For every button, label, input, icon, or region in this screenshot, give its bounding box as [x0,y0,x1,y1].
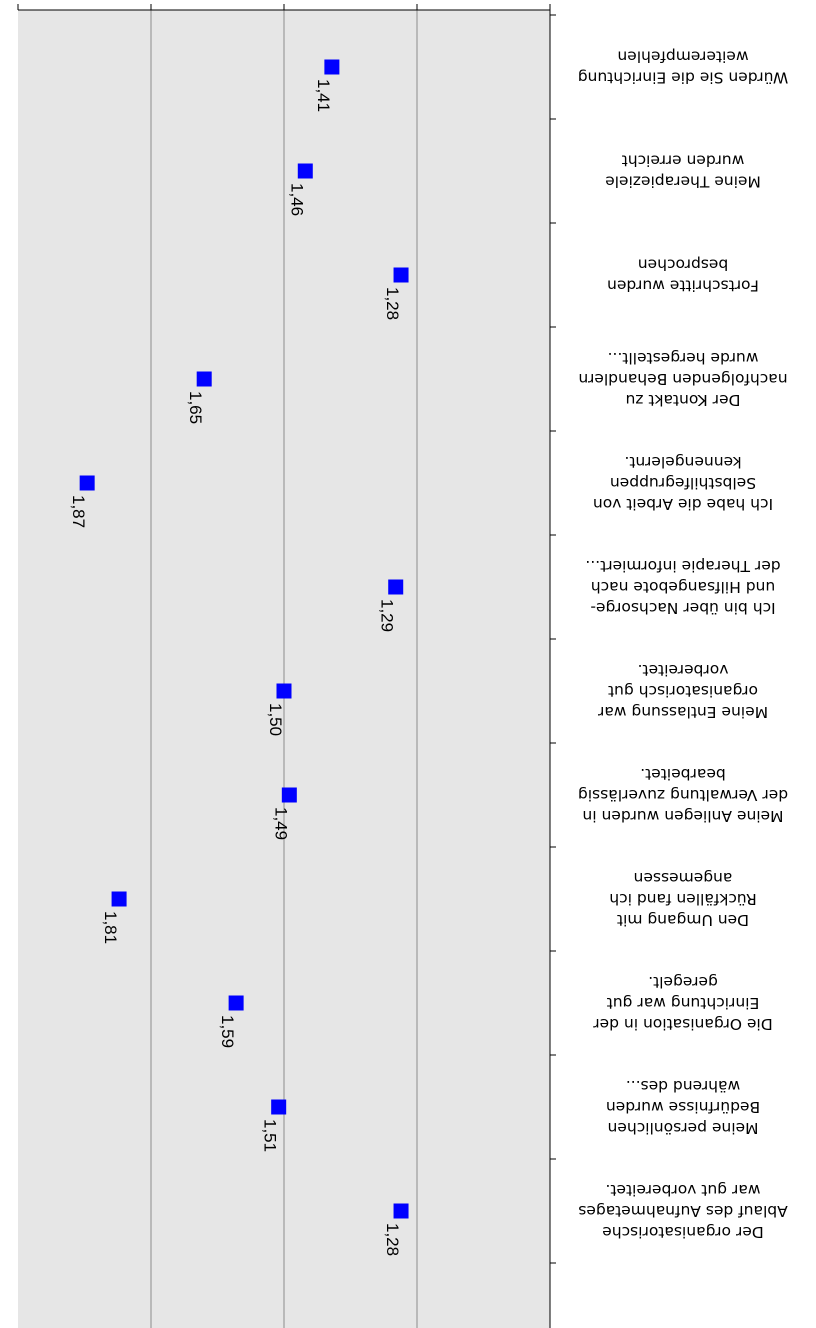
category-label-line: Bedürfnisse wurden [606,1098,760,1116]
category-label-line: Meine Therapieziele [605,173,761,191]
category-label-line: bearbeitet. [640,765,726,783]
category-label: Die Organisation in der Einrichtung war g… [593,973,773,1033]
category-label-line: nachfolgenden Behandlern [578,370,787,388]
category-label-line: Meine persönlichen [608,1119,759,1137]
data-point-marker [324,59,340,75]
category-labels: Der organisatorische Ablauf des Aufnahmet… [578,48,789,1242]
category-label: Fortschritte wurden besprochen [607,256,759,295]
data-markers [79,59,409,1219]
data-point-marker [111,891,127,907]
data-point-marker [196,371,212,387]
data-point-marker [388,579,404,595]
category-label: Ich habe die Arbeit von Selbsthilfegruppe… [593,453,773,513]
category-label-line: Den Umgang mit [617,911,749,929]
category-label: Meine persönlichen Bedürfnisse wurden währ… [606,1077,760,1137]
category-label-line: Ablauf des Aufnahmetages [578,1202,788,1220]
data-point-marker [79,475,95,491]
data-point-marker [393,267,409,283]
data-point-marker [228,995,244,1011]
category-label-line: Meine Anliegen wurden in [582,807,783,825]
category-label-line: der Verwaltung zuverlässig [578,786,788,804]
axes [17,4,556,1328]
category-label: Der organisatorische Ablauf des Aufnahmet… [578,1181,788,1241]
category-label-line: Selbsthilfegruppen [610,474,756,492]
data-point-marker [393,1203,409,1219]
category-label-line: Einrichtung war gut [607,994,760,1012]
category-label: Ich bin über Nachsorge-und Hilfsangebote… [585,557,780,617]
data-label: 1,81 [101,911,120,944]
category-label-line: Ich habe die Arbeit von [593,495,773,513]
category-label: Meine Entlassung war organisatorisch gut v… [597,661,768,721]
data-point-marker [281,787,297,803]
data-label: 1,29 [378,599,397,632]
category-label-line: vorbereitet. [638,661,729,679]
data-label: 1,28 [383,1223,402,1256]
category-label-line: Die Organisation in der [593,1015,773,1033]
category-label-line: geregelt. [648,973,718,991]
category-label-line: wurden erreicht [622,152,745,170]
category-label: Der Kontakt zu nachfolgenden Behandlern wu… [578,349,787,409]
category-label: Meine Therapieziele wurden erreicht [605,152,761,191]
category-label-line: der Therapie informiert... [585,557,780,575]
data-label: 1,59 [218,1015,237,1048]
category-label-line: Fortschritte wurden [607,277,759,295]
category-label-line: Meine Entlassung war [597,703,768,721]
data-label: 1,51 [261,1119,280,1152]
category-label-line: organisatorisch gut [608,682,758,700]
data-label: 1,46 [287,183,306,216]
category-label-line: wurde hergestellt... [608,349,759,367]
category-label-line: während des... [626,1077,740,1095]
data-label: 1,49 [271,807,290,840]
category-label-line: Ich bin über Nachsorge- [590,599,775,617]
category-label-line: angemessen [634,869,733,887]
category-label-line: Rückfällen fand ich [609,890,756,908]
data-label: 1,28 [383,287,402,320]
data-point-marker [271,1099,287,1115]
category-label-line: Der organisatorische [602,1223,764,1241]
category-label: Meine Anliegen wurden in der Verwaltung z… [578,765,788,825]
data-labels: 1,28 1,51 1,59 1,81 1,49 1,50 1,29 1,87 1,65 1,28… [69,79,402,1256]
data-point-marker [297,163,313,179]
category-label-line: kennengelernt. [624,453,741,471]
category-label: Würden Sie die Einrichtung weiterempfehle… [578,48,789,87]
data-label: 1,87 [69,495,88,528]
data-label: 1,50 [266,703,285,736]
data-label: 1,65 [186,391,205,424]
category-label-line: Würden Sie die Einrichtung [578,69,789,87]
data-label: 1,41 [314,79,333,112]
category-label: Den Umgang mit Rückfällen fand ich angemes… [609,869,756,929]
data-point-marker [276,683,292,699]
category-label-line: weiterempfehlen [617,48,748,66]
category-label-line: Der Kontakt zu [626,391,741,409]
category-label-line: besprochen [638,256,729,274]
category-label-line: und Hilfsangebote nach [591,578,775,596]
category-label-line: war gut vorbereitet. [605,1181,760,1199]
